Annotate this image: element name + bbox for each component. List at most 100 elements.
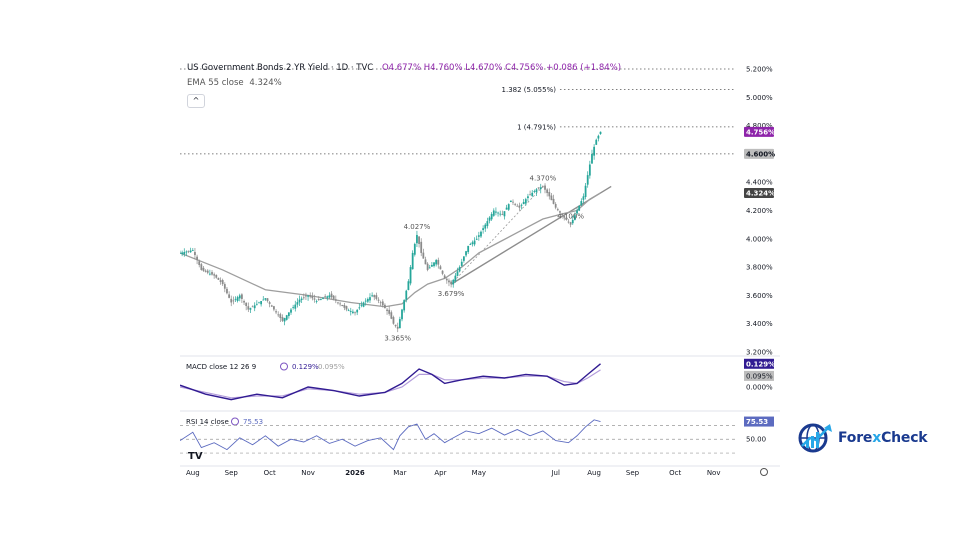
- candle-body: [217, 277, 220, 280]
- signal-value-tag: [744, 370, 774, 381]
- candle-body: [548, 191, 551, 197]
- price-tag-label: 4.324%: [746, 189, 775, 197]
- candle-body: [339, 303, 341, 305]
- candle-body: [381, 301, 384, 306]
- ohlc-readout: O4.677% H4.760% L4.670% C4.756% +0.086 (…: [381, 63, 622, 73]
- candle-body: [179, 252, 181, 254]
- y-tick-label: 4.000%: [746, 235, 773, 243]
- x-tick-label: Aug: [587, 469, 601, 477]
- price-annotation: 4.100%: [557, 213, 584, 221]
- collapse-legend-button[interactable]: ^: [187, 94, 205, 108]
- candle-body: [356, 309, 359, 313]
- chart-svg[interactable]: 5.200% 5.000% 4.800% 4.600% 4.400% 4.200% 4.00…: [179, 55, 780, 485]
- candle-body: [460, 261, 463, 266]
- candle-body: [582, 196, 585, 200]
- axis-settings-icon: [760, 468, 768, 476]
- support-trendline: [450, 185, 612, 285]
- chart-panel[interactable]: 5.200% 5.000% 4.800% 4.600% 4.400% 4.200% 4.00…: [179, 55, 780, 485]
- rsi-settings-icon: [231, 417, 239, 426]
- candle-body: [189, 250, 192, 253]
- candle-body: [251, 306, 254, 308]
- candle-body: [437, 259, 440, 265]
- candle-body: [465, 251, 467, 256]
- candle-body: [245, 302, 248, 307]
- candle-body: [524, 199, 527, 204]
- candle-body: [527, 196, 529, 199]
- candle-body: [574, 215, 576, 220]
- candle-body: [441, 270, 444, 274]
- candle-body: [541, 186, 544, 188]
- candle-body: [454, 275, 457, 281]
- candle-body: [492, 210, 495, 216]
- candle-body: [315, 301, 318, 302]
- candle-body: [283, 318, 286, 322]
- candle-body: [407, 281, 410, 291]
- candle-body: [292, 307, 295, 308]
- candle-body: [458, 267, 461, 272]
- candle-body: [484, 224, 487, 229]
- x-tick-label: May: [472, 469, 486, 477]
- y-tick-label: 3.400%: [746, 320, 773, 328]
- chart-title: US Government Bonds 2 YR Yield · 1D · TV…: [187, 63, 374, 73]
- candle-body: [595, 139, 598, 145]
- candle-body: [296, 302, 299, 305]
- candle-body: [433, 262, 435, 267]
- candle-body: [552, 198, 555, 204]
- candle-body: [591, 153, 593, 164]
- candle-body: [362, 302, 365, 307]
- x-tick-label: Sep: [626, 469, 640, 477]
- candle-body: [337, 302, 339, 304]
- candle-body: [375, 295, 378, 299]
- macd-settings-icon: [280, 362, 288, 371]
- candle-body: [409, 267, 412, 284]
- candle-body: [428, 267, 431, 269]
- candle-body: [260, 301, 263, 305]
- candle-body: [366, 298, 369, 302]
- x-tick-label: Oct: [264, 469, 276, 477]
- ema-label: EMA 55 close: [187, 78, 244, 88]
- candle-body: [273, 306, 275, 310]
- candle-body: [219, 280, 222, 282]
- candle-body: [420, 241, 423, 253]
- x-tick-label: Aug: [186, 469, 200, 477]
- candle-body: [377, 299, 380, 301]
- ema-value: 4.324%: [249, 78, 282, 88]
- candles-group: [179, 131, 602, 333]
- candle-body: [369, 297, 371, 301]
- candle-body: [226, 288, 228, 294]
- candle-body: [503, 211, 506, 217]
- price-tag-label: 4.600%: [746, 150, 775, 158]
- candle-body: [236, 297, 239, 301]
- candle-body: [531, 192, 534, 196]
- candle-body: [495, 211, 497, 213]
- candle-body: [529, 194, 531, 196]
- y-tick-label: 3.200%: [746, 349, 773, 357]
- signal-tag-label: 0.095%: [746, 372, 773, 380]
- candle-body: [571, 219, 574, 224]
- candle-body: [561, 214, 563, 216]
- candle-body: [422, 252, 425, 259]
- candle-body: [411, 252, 414, 270]
- candle-body: [471, 242, 474, 245]
- candle-body: [430, 264, 433, 267]
- candle-body: [255, 303, 258, 305]
- candle-body: [475, 238, 478, 240]
- candle-body: [185, 251, 188, 253]
- ema-line: [179, 192, 601, 308]
- candle-body: [505, 207, 508, 210]
- candle-body: [311, 295, 314, 299]
- tradingview-logo: TV: [188, 451, 203, 462]
- candle-body: [416, 234, 418, 244]
- candle-body: [326, 296, 329, 298]
- candle-body: [313, 298, 316, 300]
- candle-body: [405, 290, 408, 300]
- price-tag-level: [744, 148, 774, 159]
- candle-body: [364, 300, 367, 302]
- candle-body: [253, 305, 256, 309]
- ema-legend: EMA 55 close 4.324%: [187, 78, 282, 88]
- rsi-legend-value: 75.53: [243, 418, 263, 426]
- candle-body: [317, 298, 320, 301]
- candle-body: [537, 187, 540, 189]
- candle-body: [194, 252, 196, 256]
- candle-body: [322, 298, 324, 300]
